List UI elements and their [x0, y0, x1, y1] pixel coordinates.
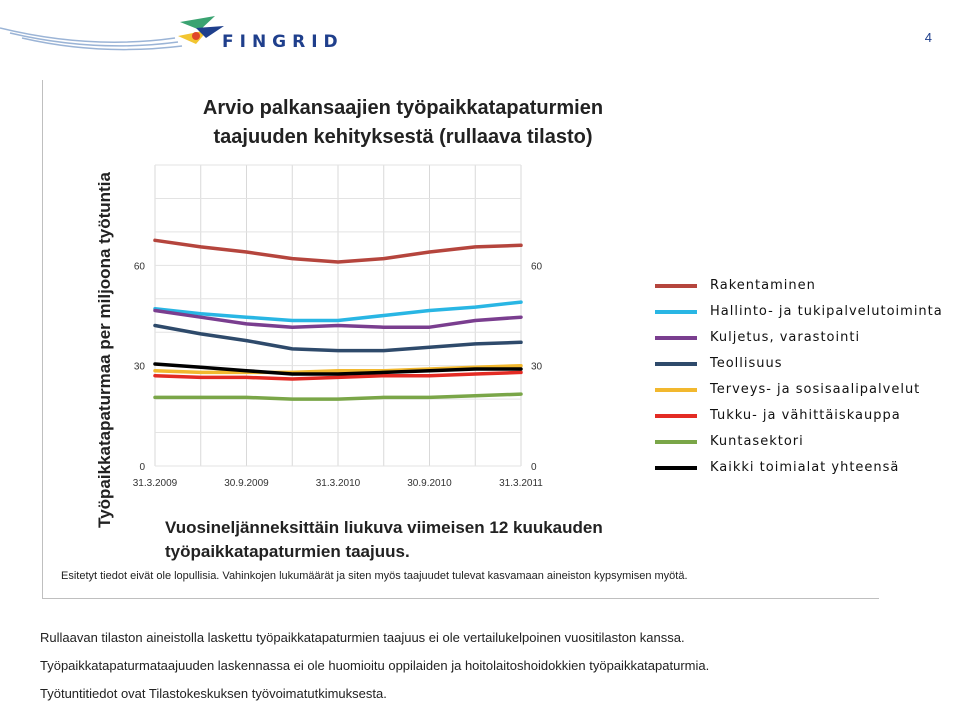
series-line — [153, 308, 523, 329]
fingrid-logo: FINGRID — [0, 6, 360, 60]
page-number: 4 — [924, 30, 932, 45]
legend-swatch — [655, 284, 697, 288]
legend-label: Kuntasektori — [710, 434, 804, 449]
series-line — [153, 323, 523, 353]
legend-swatch — [655, 362, 697, 366]
legend-swatch — [655, 336, 697, 340]
footer-line: Rullaavan tilaston aineistolla laskettu … — [40, 630, 685, 645]
legend-label: Rakentaminen — [710, 278, 816, 293]
y-tick-label: 0 — [139, 462, 145, 473]
legend-label: Hallinto- ja tukipalvelutoiminta — [710, 304, 943, 319]
series-line — [153, 392, 523, 401]
legend-swatch — [655, 440, 697, 444]
logo-text: FINGRID — [222, 32, 344, 52]
footer-line: Työtuntitiedot ovat Tilastokeskuksen työ… — [40, 686, 387, 701]
legend-label: Kuljetus, varastointi — [710, 330, 861, 345]
y-tick-label-right: 0 — [531, 462, 537, 473]
x-tick-label: 31.3.2009 — [133, 478, 178, 489]
chart-subtitle: Vuosineljänneksittäin liukuva viimeisen … — [165, 518, 603, 561]
x-tick-label: 31.3.2010 — [316, 478, 361, 489]
series-line — [153, 238, 523, 264]
legend-swatch — [655, 310, 697, 314]
chart-title: Arvio palkansaajien työpaikkatapaturmien… — [202, 97, 604, 148]
legend-label: Kaikki toimialat yhteensä — [710, 460, 900, 475]
footer-line: Työpaikkatapaturmataajuuden laskennassa … — [40, 658, 710, 673]
y-axis-label: Työpaikkatapaturmaa per miljoona työtunt… — [95, 172, 114, 528]
x-tick-label: 30.9.2010 — [407, 478, 452, 489]
legend-swatch — [655, 466, 697, 470]
x-tick-label: 31.3.2011 — [499, 478, 543, 489]
legend-swatch — [655, 388, 697, 392]
x-tick-label: 30.9.2009 — [224, 478, 269, 489]
chart-panel: Arvio palkansaajien työpaikkatapaturmien… — [42, 80, 879, 599]
y-tick-label: 60 — [134, 261, 146, 272]
legend-label: Terveys- ja sosisaalipalvelut — [710, 382, 921, 397]
series-line — [153, 370, 523, 381]
footer: Rullaavan tilaston aineistolla laskettu … — [40, 630, 709, 714]
series-line — [153, 300, 523, 323]
y-tick-label-right: 30 — [531, 362, 543, 373]
legend-label: Teollisuus — [710, 356, 783, 371]
y-tick-label-right: 60 — [531, 261, 543, 272]
line-chart: 0 0 30 30 60 60 31.3.2009 30.9.2009 31.3.2010 30.… — [133, 164, 543, 489]
series-line — [153, 362, 523, 376]
y-tick-label: 30 — [134, 362, 146, 373]
legend-label: Tukku- ja vähittäiskauppa — [710, 408, 901, 423]
legend-swatch — [655, 414, 697, 418]
chart-note: Esitetyt tiedot eivät ole lopullisia. Va… — [61, 570, 688, 582]
